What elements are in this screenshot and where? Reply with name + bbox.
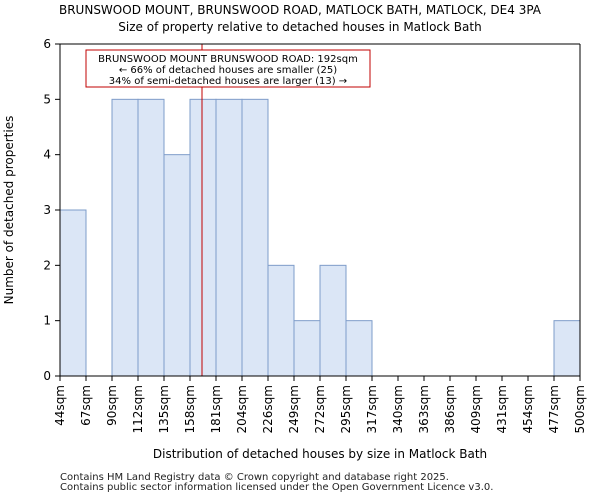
bar-295sqm bbox=[345, 320, 373, 377]
x-tick-label: 454sqm bbox=[521, 385, 535, 433]
x-tick-label: 90sqm bbox=[105, 385, 119, 426]
x-tick-label: 409sqm bbox=[469, 385, 483, 433]
chart-title: BRUNSWOOD MOUNT, BRUNSWOOD ROAD, MATLOCK… bbox=[59, 3, 542, 17]
x-tick-label: 295sqm bbox=[339, 385, 353, 433]
y-tick-label: 2 bbox=[43, 258, 51, 272]
x-axis-ticks: 44sqm 67sqm 90sqm 112sqm 135sqm 158sqm 181sqm 2… bbox=[53, 376, 587, 433]
bars-group bbox=[59, 98, 581, 377]
x-tick-label: 135sqm bbox=[157, 385, 171, 433]
bar-112sqm bbox=[137, 98, 165, 377]
footer-line-2: Contains public sector information licen… bbox=[60, 482, 494, 493]
bar-249sqm bbox=[293, 320, 321, 377]
bar-204sqm bbox=[241, 98, 269, 377]
x-axis-label: Distribution of detached houses by size … bbox=[153, 447, 487, 461]
y-axis-ticks: 0 1 2 3 4 5 6 bbox=[43, 37, 60, 383]
x-tick-label: 204sqm bbox=[235, 385, 249, 433]
y-tick-label: 1 bbox=[43, 314, 51, 328]
bar-135sqm bbox=[163, 154, 191, 377]
x-tick-label: 67sqm bbox=[79, 385, 93, 426]
annotation-line-3: 34% of semi-detached houses are larger (… bbox=[109, 76, 347, 87]
x-tick-label: 112sqm bbox=[131, 385, 145, 433]
x-tick-label: 44sqm bbox=[53, 385, 67, 426]
x-tick-label: 317sqm bbox=[365, 385, 379, 433]
bar-44sqm bbox=[59, 209, 87, 377]
x-tick-label: 249sqm bbox=[287, 385, 301, 433]
x-tick-label: 340sqm bbox=[391, 385, 405, 433]
bar-158sqm bbox=[189, 98, 217, 377]
chart-subtitle: Size of property relative to detached ho… bbox=[118, 20, 481, 34]
x-tick-label: 272sqm bbox=[313, 385, 327, 433]
x-tick-label: 158sqm bbox=[183, 385, 197, 433]
bar-272sqm bbox=[319, 264, 347, 377]
bar-181sqm bbox=[215, 98, 243, 377]
y-tick-label: 6 bbox=[43, 37, 51, 51]
footer-attribution: Contains HM Land Registry data © Crown c… bbox=[60, 473, 493, 493]
x-tick-label: 431sqm bbox=[495, 385, 509, 433]
x-tick-label: 500sqm bbox=[573, 385, 587, 433]
y-tick-label: 3 bbox=[43, 203, 51, 217]
x-tick-label: 181sqm bbox=[209, 385, 223, 433]
y-tick-label: 0 bbox=[43, 369, 51, 383]
y-tick-label: 4 bbox=[43, 148, 51, 162]
y-tick-label: 5 bbox=[43, 92, 51, 106]
x-tick-label: 226sqm bbox=[261, 385, 275, 433]
bar-477sqm bbox=[553, 320, 581, 377]
bar-226sqm bbox=[267, 264, 295, 377]
bar-90sqm bbox=[111, 98, 139, 377]
y-axis-label: Number of detached properties bbox=[2, 116, 16, 305]
footer-line-1: Contains HM Land Registry data © Crown c… bbox=[60, 472, 449, 483]
x-tick-label: 363sqm bbox=[417, 385, 431, 433]
x-tick-label: 386sqm bbox=[443, 385, 457, 433]
annotation-line-2: ← 66% of detached houses are smaller (25… bbox=[119, 65, 337, 76]
x-tick-label: 477sqm bbox=[547, 385, 561, 433]
annotation-box-frame bbox=[85, 49, 371, 88]
annotation-box: BRUNSWOOD MOUNT BRUNSWOOD ROAD: 192sqm ←… bbox=[85, 49, 371, 88]
annotation-line-1: BRUNSWOOD MOUNT BRUNSWOOD ROAD: 192sqm bbox=[98, 54, 358, 65]
